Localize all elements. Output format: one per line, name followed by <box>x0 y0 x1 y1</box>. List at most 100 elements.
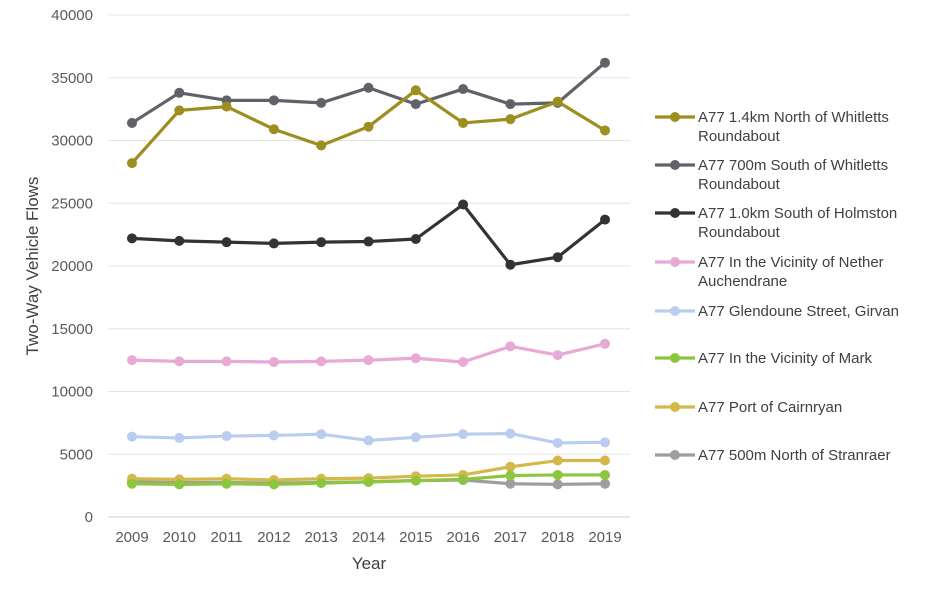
data-point <box>552 437 563 448</box>
data-point <box>410 234 421 245</box>
data-point <box>600 214 610 225</box>
legend-item: A77 Glendoune Street, Girvan <box>655 303 899 320</box>
y-tick-label: 40000 <box>51 7 93 24</box>
legend-swatch-marker <box>670 402 680 412</box>
data-point <box>552 469 563 480</box>
data-point <box>221 356 232 367</box>
data-point <box>458 84 469 95</box>
data-point <box>127 117 137 128</box>
y-tick-label: 30000 <box>51 133 93 150</box>
legend-item: A77 1.0km South of Holmston Roundabout <box>655 205 897 241</box>
legend-item: A77 In the Vicinity of Nether Auchendrane <box>655 254 884 290</box>
data-point <box>600 57 610 68</box>
legend-item: A77 1.4km North of Whitletts Roundabout <box>655 109 889 145</box>
data-point <box>600 125 610 136</box>
data-point <box>221 431 232 442</box>
data-point <box>174 105 185 116</box>
data-point <box>600 455 610 466</box>
gridlines <box>108 14 630 518</box>
legend-label: A77 1.0km South of Holmston Roundabout <box>698 205 897 241</box>
data-point <box>316 429 327 440</box>
data-point <box>316 97 327 108</box>
legend-item: A77 In the Vicinity of Mark <box>655 350 872 367</box>
data-point <box>458 474 469 485</box>
legend-swatch-marker <box>670 257 680 267</box>
legend-swatch-marker <box>670 208 680 218</box>
x-tick-label: 2009 <box>115 529 148 546</box>
x-tick-label: 2011 <box>210 529 242 546</box>
legend-label: A77 500m North of Stranraer <box>698 447 891 464</box>
data-point <box>174 235 185 246</box>
data-point <box>268 238 279 249</box>
series-line <box>131 61 607 125</box>
data-point <box>505 99 516 110</box>
data-point <box>410 353 421 364</box>
x-tick-label: 2013 <box>305 529 338 546</box>
y-tick-label: 15000 <box>51 321 93 338</box>
data-point <box>363 476 374 487</box>
x-tick-label: 2012 <box>257 529 290 546</box>
y-tick-label: 5000 <box>60 446 93 463</box>
data-point <box>505 478 516 489</box>
legend: A77 1.4km North of Whitletts Roundabout A7… <box>655 109 899 464</box>
legend-swatch-marker <box>670 306 680 316</box>
x-tick-label: 2017 <box>494 529 527 546</box>
data-point <box>600 478 610 489</box>
legend-swatch-marker <box>670 353 680 363</box>
data-point <box>505 428 516 439</box>
legend-label: A77 In the Vicinity of Mark <box>698 350 872 367</box>
data-point <box>363 121 374 132</box>
legend-swatch-marker <box>670 450 680 460</box>
y-axis-ticks: 0 5000 10000 15000 20000 25000 30000 35000 40000 <box>51 7 93 526</box>
legend-label: A77 Glendoune Street, Girvan <box>698 303 899 320</box>
legend-item: A77 500m North of Stranraer <box>655 447 891 464</box>
data-point <box>127 158 137 169</box>
data-point <box>174 87 185 98</box>
y-tick-label: 10000 <box>51 384 93 401</box>
y-tick-label: 0 <box>85 509 93 526</box>
y-tick-label: 35000 <box>51 70 93 87</box>
data-point <box>552 252 563 263</box>
data-point <box>174 432 185 443</box>
data-point <box>600 437 610 448</box>
data-point <box>505 470 516 481</box>
x-tick-label: 2014 <box>352 529 385 546</box>
data-point <box>458 357 469 368</box>
legend-label: A77 Port of Cairnryan <box>698 399 842 416</box>
data-point <box>363 82 374 93</box>
x-tick-label: 2010 <box>163 529 196 546</box>
series-a77-in-the-vicinity-of-mark <box>127 469 610 490</box>
data-point <box>505 341 516 352</box>
legend-swatch-marker <box>670 160 680 170</box>
data-point <box>127 355 137 366</box>
series-a77-700m-south-of-whitletts-roundabout <box>127 57 610 128</box>
series-line <box>131 202 606 267</box>
series-a77-1-4km-north-of-whitletts-roundabout <box>127 85 610 169</box>
data-point <box>127 431 137 442</box>
data-point <box>268 479 279 490</box>
data-point <box>363 355 374 366</box>
data-point <box>458 199 469 210</box>
legend-item: A77 Port of Cairnryan <box>655 399 842 416</box>
data-point <box>316 140 327 151</box>
series-a77-in-the-vicinity-of-nether-auchendrane <box>127 338 610 368</box>
data-point <box>552 350 563 361</box>
y-axis-title: Two-Way Vehicle Flows <box>23 177 42 356</box>
data-point <box>600 469 610 480</box>
data-point <box>458 117 469 128</box>
legend-label: A77 700m South of Whitletts Roundabout <box>698 157 888 193</box>
data-point <box>174 356 185 367</box>
data-point <box>221 101 232 112</box>
data-point <box>410 475 421 486</box>
series-a77-glendoune-street-girvan <box>127 428 610 448</box>
data-point <box>316 356 327 367</box>
x-tick-label: 2019 <box>588 529 621 546</box>
y-tick-label: 25000 <box>51 195 93 212</box>
data-point <box>505 461 516 472</box>
data-point <box>505 114 516 125</box>
data-point <box>410 85 421 96</box>
data-point <box>410 99 421 110</box>
x-axis-ticks: 2009 2010 2011 2012 2013 2014 2015 2016 2017 2018… <box>115 529 621 546</box>
data-point <box>552 96 563 107</box>
